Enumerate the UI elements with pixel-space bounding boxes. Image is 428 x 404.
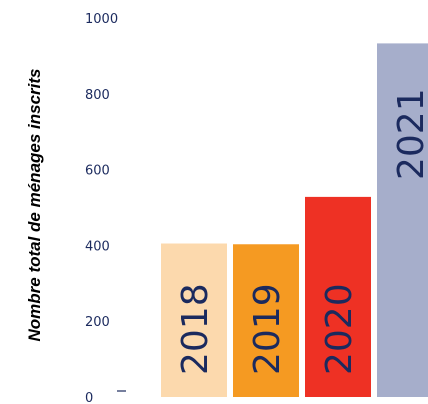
bar-label-2020: 2020	[319, 283, 360, 375]
bar-label-2019: 2019	[247, 283, 288, 375]
bar-2020	[305, 196, 371, 397]
bar-label-2018: 2018	[175, 283, 216, 375]
bar-2018	[161, 243, 227, 397]
bar-label-2021: 2021	[391, 88, 428, 180]
bars: 2018 2019 2020 2021	[161, 43, 428, 397]
y-tick-label: 800	[85, 88, 110, 103]
bar-2019	[233, 244, 299, 397]
y-tick-label: 0	[85, 391, 93, 404]
y-tick-label: 200	[85, 315, 110, 330]
y-tick-label: 1000	[85, 12, 118, 27]
y-axis-label: Nombre total de ménages inscrits	[25, 68, 44, 341]
y-axis-ticks: 0 200 400 600 800 1000	[85, 12, 126, 404]
y-tick-label: 400	[85, 239, 110, 254]
bar-2021	[377, 43, 428, 397]
y-tick-label: 600	[85, 164, 110, 179]
